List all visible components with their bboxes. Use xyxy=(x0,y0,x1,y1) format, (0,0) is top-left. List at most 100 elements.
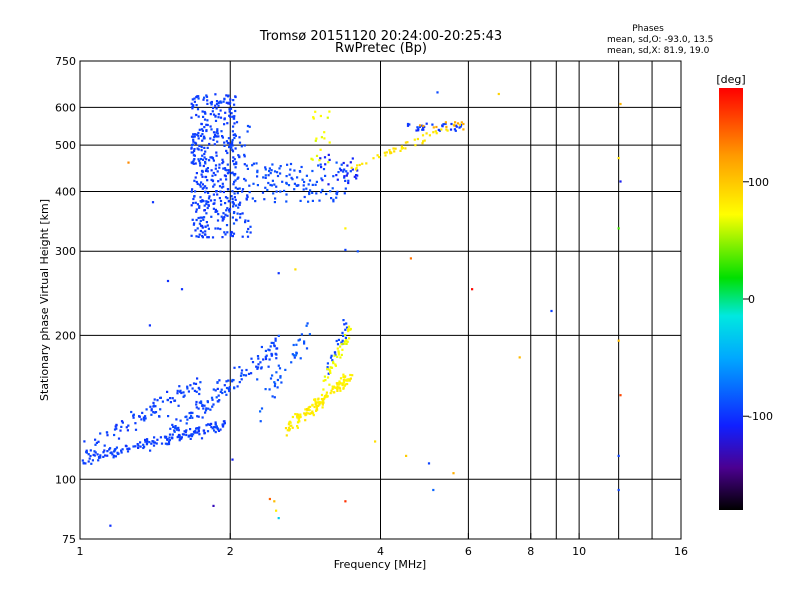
data-point xyxy=(318,159,321,162)
data-point xyxy=(233,386,236,389)
data-point xyxy=(349,327,352,331)
data-point xyxy=(270,341,273,344)
data-point xyxy=(139,441,142,444)
data-point xyxy=(454,121,457,124)
data-point xyxy=(239,213,242,216)
data-point xyxy=(308,191,311,194)
data-point xyxy=(190,116,193,119)
data-point xyxy=(155,442,158,445)
data-point xyxy=(304,408,307,411)
data-point xyxy=(191,387,194,390)
data-point xyxy=(231,150,235,153)
data-point xyxy=(203,432,206,435)
data-point xyxy=(355,167,358,170)
data-point xyxy=(218,166,221,169)
data-point xyxy=(213,133,217,136)
data-point xyxy=(109,451,112,455)
data-point xyxy=(273,183,276,186)
data-point xyxy=(328,158,331,161)
data-point xyxy=(201,216,204,219)
data-point xyxy=(206,102,209,105)
data-point xyxy=(343,342,346,345)
data-point xyxy=(115,423,118,426)
data-point xyxy=(103,444,106,447)
data-point xyxy=(216,381,219,384)
data-point xyxy=(206,167,209,170)
data-point xyxy=(264,357,268,361)
data-point xyxy=(211,236,215,239)
data-point xyxy=(221,158,224,161)
data-point xyxy=(328,110,331,113)
data-point xyxy=(203,209,206,212)
data-point xyxy=(191,411,194,414)
data-point xyxy=(273,396,276,399)
data-point xyxy=(166,443,169,446)
data-point xyxy=(340,163,343,166)
data-point xyxy=(231,171,234,174)
data-point xyxy=(331,359,334,362)
data-point xyxy=(236,187,239,190)
data-point xyxy=(342,319,345,322)
data-point xyxy=(223,141,226,144)
data-point xyxy=(207,407,210,410)
data-point xyxy=(329,371,332,374)
data-point xyxy=(192,162,195,165)
data-point xyxy=(121,448,124,451)
data-point xyxy=(206,430,210,433)
data-point xyxy=(186,387,189,390)
data-point xyxy=(171,437,174,440)
data-point xyxy=(249,225,252,228)
data-point xyxy=(230,195,233,198)
data-point xyxy=(192,138,195,141)
data-point xyxy=(210,103,213,106)
data-point xyxy=(453,128,456,131)
data-point xyxy=(202,407,205,410)
data-point xyxy=(285,200,288,203)
data-point xyxy=(212,159,215,162)
data-point xyxy=(334,364,337,367)
data-point xyxy=(246,230,249,233)
data-point xyxy=(248,191,251,194)
data-point xyxy=(272,192,275,195)
data-point xyxy=(179,437,182,440)
data-point xyxy=(216,140,219,143)
data-point xyxy=(238,155,241,158)
data-point xyxy=(320,136,323,139)
data-point xyxy=(314,398,317,401)
data-point xyxy=(114,448,117,451)
data-point xyxy=(321,403,324,406)
data-point xyxy=(197,148,200,151)
data-point xyxy=(200,128,204,131)
data-point xyxy=(215,190,218,193)
data-point xyxy=(244,219,247,222)
data-point xyxy=(276,347,279,350)
data-point xyxy=(213,136,216,139)
data-point xyxy=(346,172,349,175)
data-point xyxy=(331,385,334,388)
data-point xyxy=(191,188,194,191)
data-point xyxy=(246,167,249,170)
data-point xyxy=(331,387,334,390)
data-point xyxy=(214,431,217,434)
data-point xyxy=(399,149,402,152)
data-point xyxy=(219,199,223,203)
data-point xyxy=(193,389,196,392)
data-point xyxy=(221,135,224,138)
data-point xyxy=(342,373,345,376)
data-point xyxy=(329,366,332,369)
data-point xyxy=(431,123,434,126)
data-point xyxy=(128,447,131,451)
data-point xyxy=(152,411,155,414)
data-point xyxy=(234,172,237,176)
data-point xyxy=(324,379,327,382)
data-point xyxy=(418,125,421,128)
data-point xyxy=(454,129,457,132)
data-point xyxy=(192,433,195,436)
data-point xyxy=(275,357,278,360)
data-point xyxy=(194,142,198,145)
data-point xyxy=(189,434,192,437)
data-point xyxy=(349,377,352,380)
data-point xyxy=(201,133,204,136)
data-point xyxy=(307,408,310,411)
data-point xyxy=(209,137,212,140)
